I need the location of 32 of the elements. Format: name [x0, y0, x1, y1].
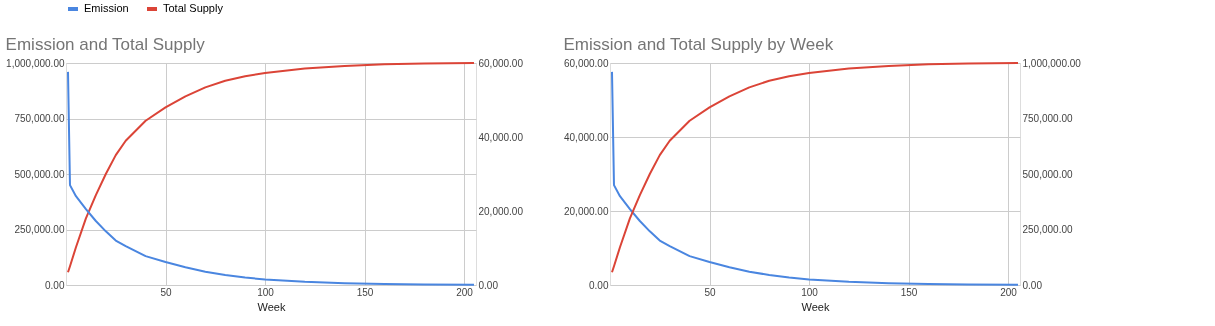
y2-tick-label: 60,000.00	[478, 57, 524, 69]
legend-label: Total Supply	[163, 2, 224, 14]
x-tick-label: 50	[160, 286, 173, 298]
y2-tick-label: 250,000.00	[1022, 224, 1073, 235]
y2-tick-label: 0.00	[1022, 279, 1043, 291]
x-tick-label: 100	[801, 286, 819, 298]
y2-tick-label: 40,000.00	[478, 131, 524, 143]
y2-tick-label: 1,000,000.00	[1022, 57, 1082, 69]
y2-tick-label: 0.00	[478, 279, 499, 291]
legend-label: Emission	[84, 2, 129, 14]
x-axis-title: Week	[257, 300, 286, 313]
chart-title: Emission and Total Supply	[5, 35, 206, 54]
y-tick-label: 40,000.00	[564, 131, 609, 143]
x-tick-label: 150	[900, 286, 918, 298]
y-tick-label: 0.00	[589, 279, 609, 291]
x-tick-label: 100	[257, 286, 275, 298]
x-tick-label: 200	[456, 286, 474, 298]
y2-tick-label: 20,000.00	[478, 205, 524, 217]
y-tick-label: 20,000.00	[564, 205, 609, 217]
x-tick-label: 150	[356, 286, 374, 298]
y-tick-label: 750,000.00	[14, 113, 65, 124]
y-tick-label: 1,000,000.00	[6, 57, 65, 69]
y2-tick-label: 750,000.00	[1022, 113, 1073, 124]
y-tick-label: 250,000.00	[14, 224, 65, 235]
chart-title: Emission and Total Supply by Week	[563, 35, 834, 54]
y-tick-label: 0.00	[45, 279, 65, 291]
x-tick-label: 200	[1000, 286, 1018, 298]
x-tick-label: 50	[704, 286, 717, 298]
y-tick-label: 60,000.00	[564, 57, 609, 69]
y-tick-label: 500,000.00	[14, 168, 65, 180]
y2-tick-label: 500,000.00	[1022, 168, 1073, 180]
x-axis-title: Week	[801, 300, 830, 313]
